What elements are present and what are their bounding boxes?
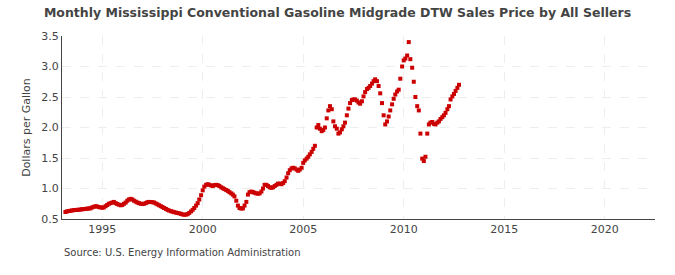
- svg-text:2015: 2015: [490, 223, 518, 236]
- svg-text:1.5: 1.5: [41, 152, 59, 165]
- svg-text:Monthly Mississippi Convention: Monthly Mississippi Conventional Gasolin…: [44, 5, 631, 20]
- svg-text:1995: 1995: [88, 223, 116, 236]
- svg-text:2.5: 2.5: [41, 91, 59, 104]
- svg-text:2010: 2010: [390, 223, 418, 236]
- svg-text:3.0: 3.0: [41, 60, 59, 73]
- svg-text:2005: 2005: [289, 223, 317, 236]
- svg-text:Dollars per Gallon: Dollars per Gallon: [20, 78, 33, 177]
- svg-text:2020: 2020: [591, 223, 619, 236]
- svg-text:1.0: 1.0: [41, 182, 59, 195]
- svg-text:Source: U.S. Energy Informatio: Source: U.S. Energy Information Administ…: [64, 247, 301, 258]
- svg-text:2000: 2000: [189, 223, 217, 236]
- svg-text:2.0: 2.0: [41, 121, 59, 134]
- svg-text:3.5: 3.5: [41, 30, 59, 43]
- svg-text:0.5: 0.5: [41, 213, 59, 226]
